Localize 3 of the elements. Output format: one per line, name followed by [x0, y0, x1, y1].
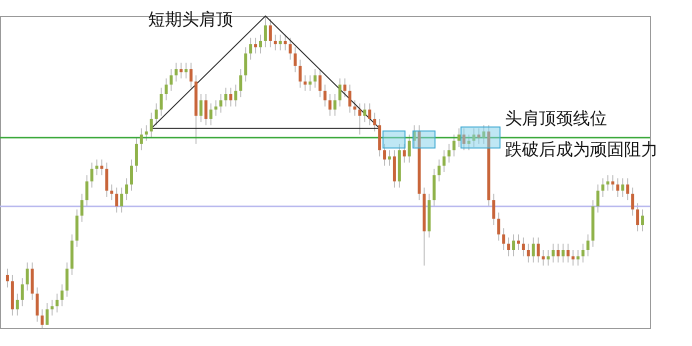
annotation: 跌破后成为顽固阻力 — [505, 140, 658, 160]
annotation: 头肩顶颈线位 — [505, 109, 607, 129]
annotation: 短期头肩顶 — [148, 10, 233, 30]
